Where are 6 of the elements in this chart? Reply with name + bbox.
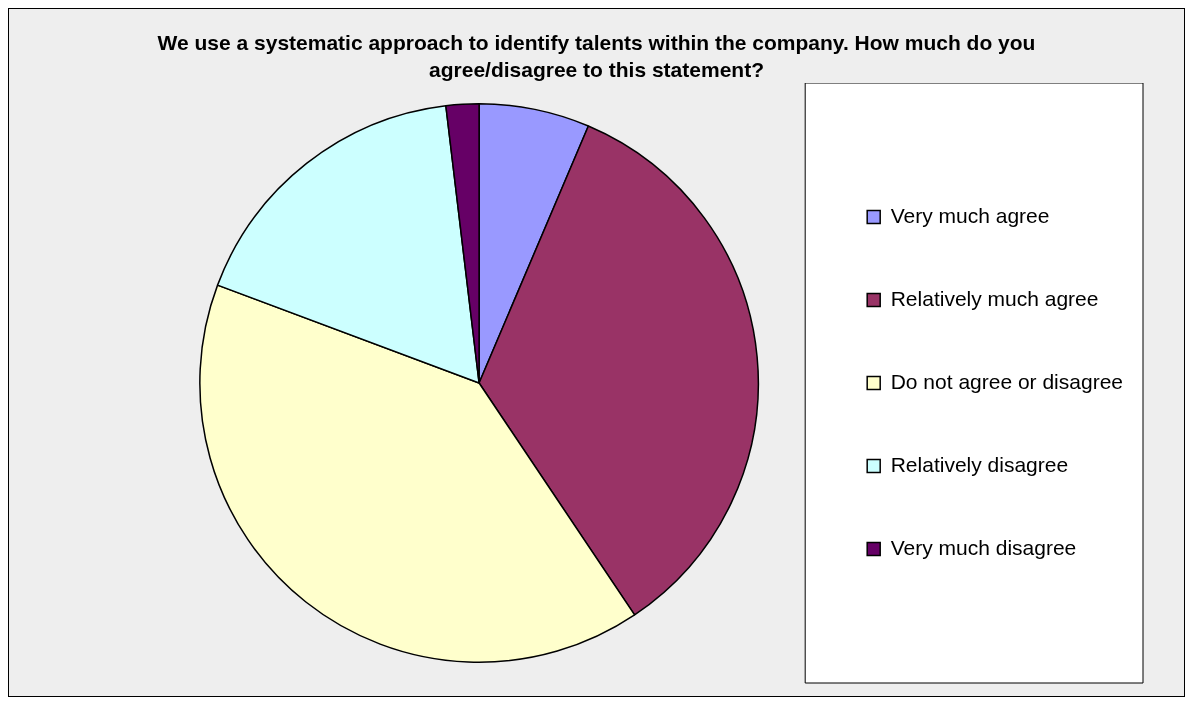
legend-label: Very much disagree — [890, 535, 1077, 559]
legend-label: Relatively much agree — [890, 286, 1099, 310]
legend-label: Relatively disagree — [890, 452, 1069, 476]
chart-title: We use a systematic approach to identify talents within the company. How much do you agree/disagree to this statement? — [156, 30, 1037, 83]
legend-label: Very much agree — [890, 203, 1050, 227]
legend-label: Do not agree or disagree — [890, 369, 1123, 393]
